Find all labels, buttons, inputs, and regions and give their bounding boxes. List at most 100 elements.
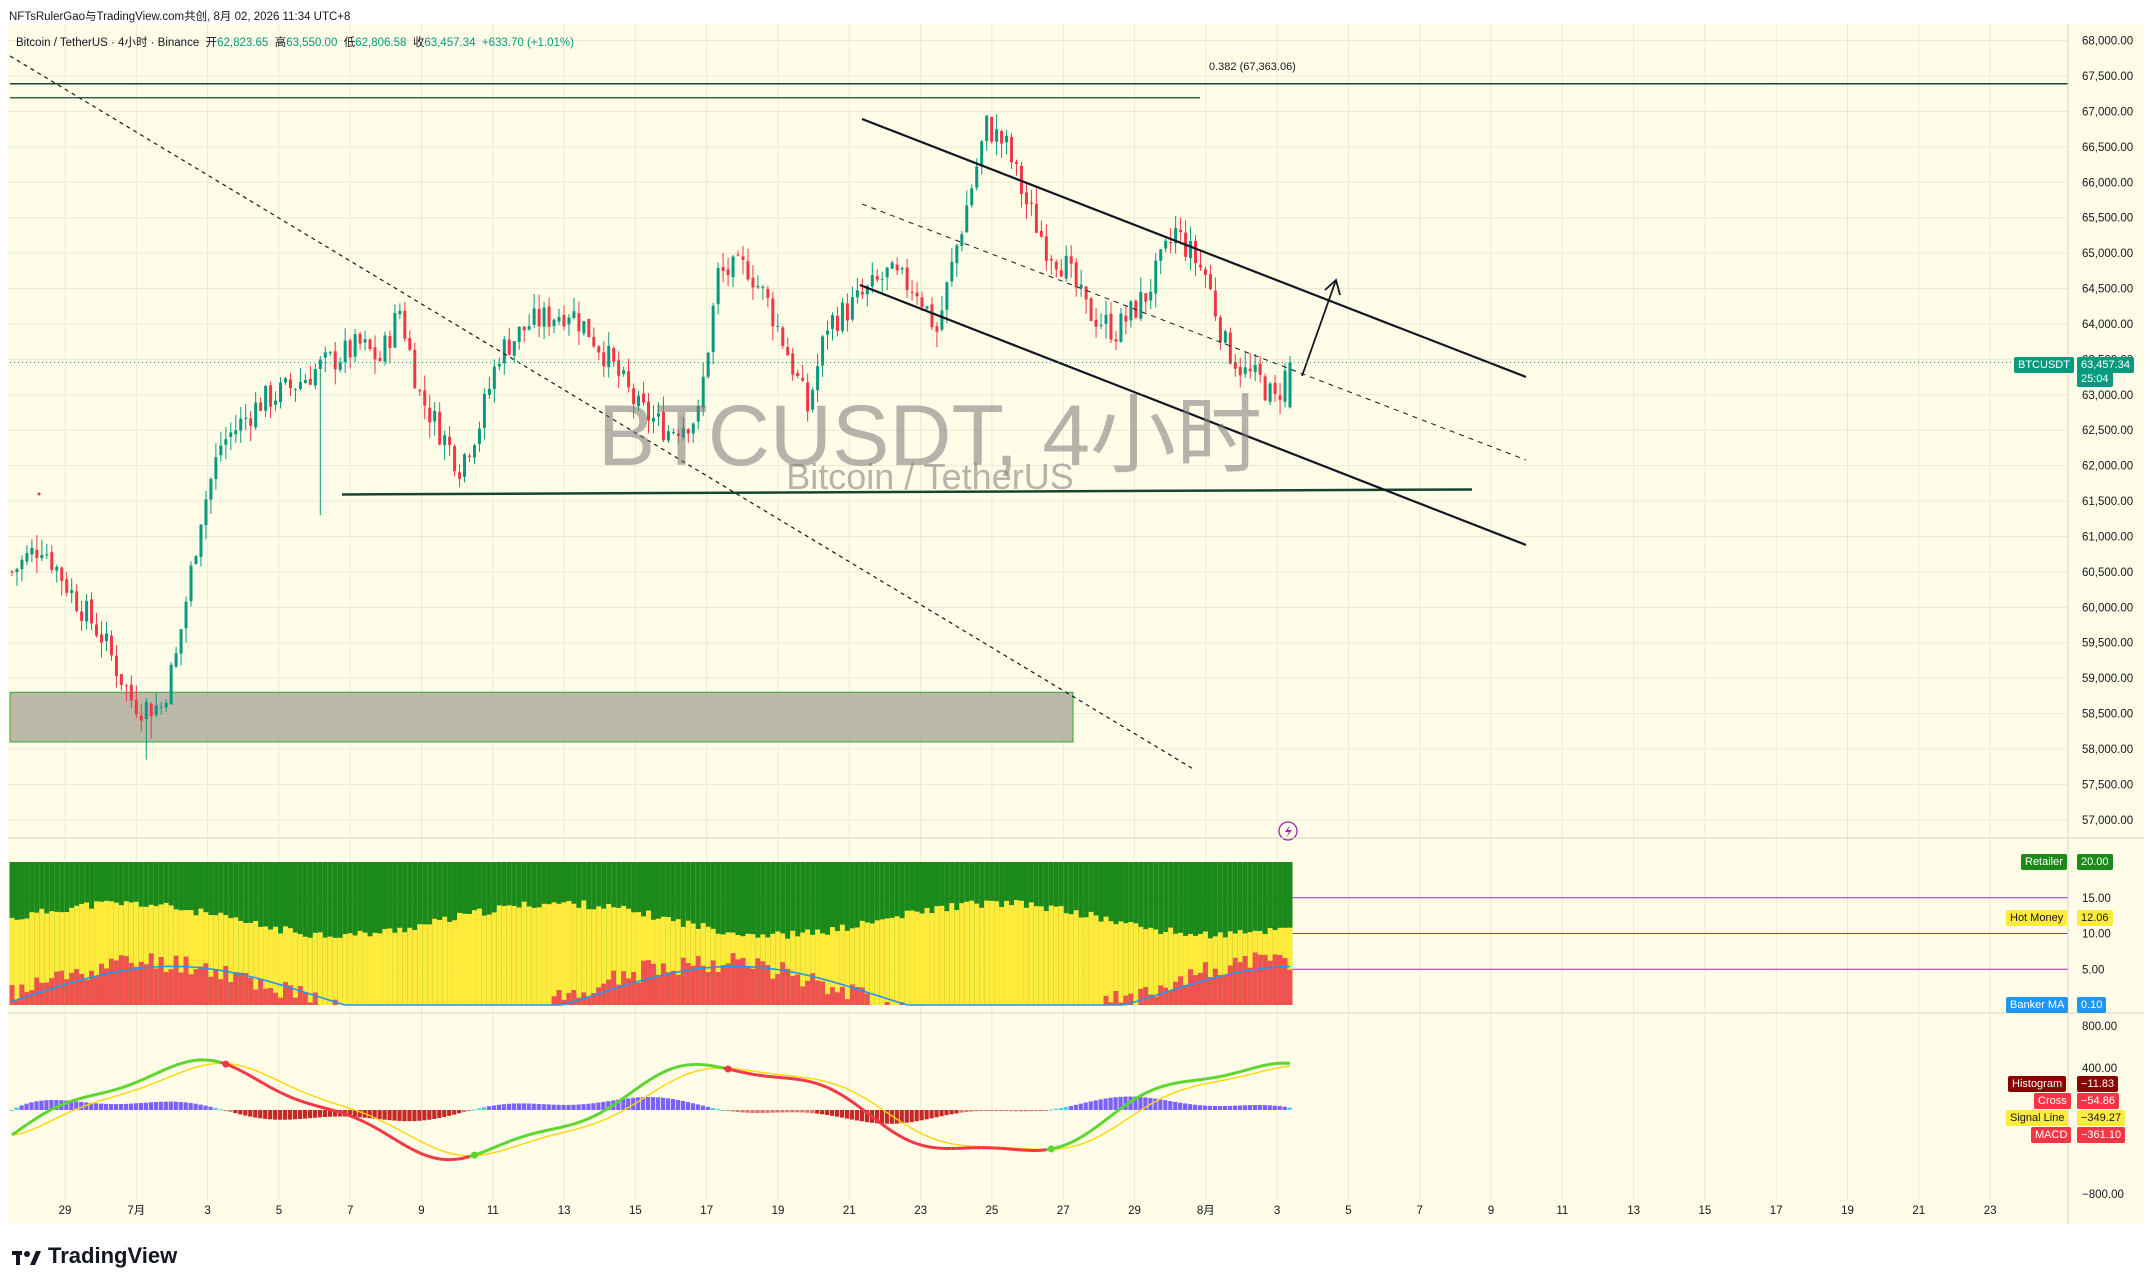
banker-bar	[695, 956, 701, 1005]
banker-bar	[571, 989, 577, 1005]
macd-line	[1244, 1067, 1251, 1072]
hot-money-bar	[1183, 935, 1189, 1005]
arrow-head-icon	[1324, 278, 1341, 296]
lightning-icon	[1278, 821, 1298, 841]
hot-money-bar	[481, 915, 487, 1005]
macd-line	[678, 1064, 684, 1069]
histogram-bar	[641, 1097, 646, 1110]
banker-bar	[1118, 1002, 1124, 1005]
banker-bar	[859, 987, 865, 1005]
macd-line	[841, 1094, 849, 1100]
hot-money-bar	[178, 910, 184, 1005]
banker-bar	[74, 969, 80, 1005]
histogram-bar	[168, 1101, 173, 1110]
histogram-bar	[29, 1102, 34, 1110]
hot-money-bar	[795, 936, 801, 1005]
macd-line	[274, 1088, 282, 1094]
banker-bar	[675, 974, 681, 1005]
hot-money-bar	[357, 930, 363, 1005]
retailer-bar	[297, 862, 303, 1005]
banker-bar	[24, 992, 30, 1005]
banker-bar	[1193, 975, 1199, 1005]
histogram-bar	[213, 1107, 218, 1110]
banker-bar	[89, 970, 95, 1005]
banker-bar	[1212, 968, 1218, 1005]
candle-body	[109, 635, 113, 656]
banker-bar	[9, 985, 15, 1005]
macd-line	[478, 1150, 485, 1155]
banker-bar	[173, 955, 179, 1005]
candle-body	[378, 357, 382, 361]
candle-body	[537, 308, 541, 327]
banker-bar	[198, 966, 204, 1005]
candle-body	[35, 549, 39, 558]
candle-body	[1213, 290, 1217, 317]
hot-money-bar	[531, 907, 537, 1005]
candle-body	[313, 368, 317, 386]
histogram-bar	[273, 1110, 278, 1120]
candle-body	[95, 624, 99, 636]
y-tick-label: 57,000.00	[2082, 815, 2133, 827]
x-tick-label: 23	[1984, 1205, 1997, 1217]
candle-body	[199, 524, 203, 557]
candle-body	[637, 395, 641, 407]
hot-money-bar	[874, 920, 880, 1005]
hot-money-bar	[1058, 906, 1064, 1005]
candle-body	[179, 629, 183, 654]
banker-bar	[556, 989, 562, 1005]
macd-line	[1155, 1085, 1162, 1091]
histogram-bar	[576, 1104, 581, 1110]
macd-line	[1165, 1082, 1172, 1087]
candle-body	[60, 567, 64, 582]
hot-money-bar	[1287, 927, 1293, 1005]
macd-line	[1205, 1076, 1211, 1081]
hot-money-bar	[919, 913, 925, 1005]
candle-body	[45, 554, 49, 556]
tradingview-logo[interactable]: TradingView	[12, 1243, 177, 1269]
hot-money-bar	[317, 932, 323, 1005]
x-tick-label: 29	[59, 1205, 72, 1217]
hot-money-bar	[228, 918, 234, 1005]
histogram-bar	[1267, 1105, 1272, 1110]
hot-money-bar	[243, 923, 249, 1005]
histogram-bar	[332, 1110, 337, 1117]
y-tick-label: 62,500.00	[2082, 425, 2133, 437]
histogram-bar	[118, 1103, 124, 1110]
symbol-bar: Bitcoin / TetherUS · 4小时 · Binance 开62,8…	[16, 37, 574, 49]
histogram-bar	[108, 1104, 114, 1110]
hot-money-bar	[1053, 906, 1059, 1005]
candle-body	[711, 305, 715, 353]
banker-bar	[551, 996, 557, 1005]
banker-bar	[1123, 995, 1129, 1005]
histogram-bar	[1038, 1110, 1044, 1111]
macd-line	[518, 1134, 525, 1140]
histogram-bar	[745, 1110, 750, 1113]
candle-body	[433, 411, 437, 422]
candle-body	[463, 454, 467, 477]
banker-bar	[158, 957, 164, 1005]
candle-body	[284, 378, 287, 383]
histogram-bar	[24, 1103, 29, 1110]
histogram-bar	[238, 1110, 243, 1115]
hot-money-bar	[437, 919, 443, 1005]
macd-value: −361.10	[2077, 1127, 2126, 1143]
banker-bar	[690, 965, 696, 1005]
candle-body	[831, 315, 834, 329]
y-tick-label: 67,500.00	[2082, 71, 2133, 83]
histogram-bar	[521, 1103, 526, 1110]
candle-body	[1198, 264, 1202, 268]
hot-money-bar	[467, 913, 472, 1005]
retailer-bar	[1188, 862, 1194, 1005]
banker-bar	[54, 971, 60, 1005]
hot-money-bar	[969, 900, 975, 1005]
banker-bar	[1108, 1002, 1114, 1005]
histogram-bar	[1113, 1097, 1118, 1110]
hot-money-bar	[1033, 906, 1039, 1005]
macd-line	[140, 1076, 147, 1082]
hot-money-bar	[655, 918, 661, 1005]
hot-money-bar	[979, 907, 985, 1005]
brand-name: TradingView	[48, 1243, 178, 1268]
histogram-bar	[1183, 1103, 1188, 1110]
histogram-bar	[1247, 1105, 1252, 1110]
